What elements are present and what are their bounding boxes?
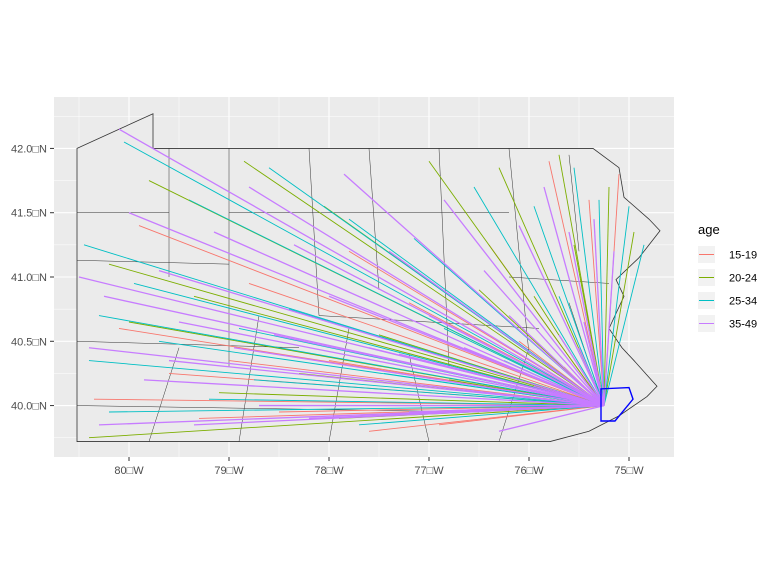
flow-line <box>603 251 615 406</box>
flow-line <box>408 404 605 413</box>
flow-line <box>233 347 605 407</box>
flow-line <box>438 405 605 426</box>
flow-line <box>578 347 605 406</box>
flow-line <box>103 295 605 407</box>
flow-line <box>208 398 605 407</box>
flow-line <box>88 347 605 407</box>
county-boundary <box>408 354 430 442</box>
flow-line <box>138 225 605 406</box>
flow-line <box>428 161 605 406</box>
county-boundary <box>76 405 480 413</box>
destination-county-outline <box>600 386 634 422</box>
flow-line <box>483 270 605 407</box>
flow-line <box>98 315 605 407</box>
flow-line <box>573 167 605 406</box>
y-axis-ticks: 40.0□N 40.5□N 41.0□N 41.5□N 42.0□N <box>11 143 54 413</box>
flow-series-25-34 <box>83 141 645 426</box>
county-boundary <box>308 148 320 316</box>
flow-line <box>398 353 605 407</box>
flow-line <box>428 314 605 407</box>
flow-line <box>143 379 605 407</box>
county-boundary <box>76 341 300 348</box>
y-tick-label: 41.5□N <box>11 208 47 220</box>
flow-line <box>243 160 605 406</box>
flow-line <box>498 404 605 432</box>
flow-line <box>133 282 605 407</box>
county-boundary <box>508 276 610 284</box>
flow-line <box>123 141 605 406</box>
flow-line <box>108 405 605 413</box>
x-tick-label: 79□W <box>214 465 244 477</box>
x-tick-label: 78□W <box>314 465 344 477</box>
flow-line <box>588 199 605 406</box>
destination-county <box>600 386 634 422</box>
flow-line <box>213 231 605 407</box>
county-boundary <box>508 148 530 355</box>
flow-line <box>168 359 605 407</box>
x-tick-label: 77□W <box>414 465 444 477</box>
flow-line <box>358 405 605 426</box>
flow-line <box>518 225 605 406</box>
legend-label: 35-49 <box>729 319 757 331</box>
flow-line <box>218 392 605 407</box>
flow-line <box>603 231 635 406</box>
flow-line <box>108 263 605 407</box>
flow-line <box>463 347 605 407</box>
x-axis-ticks: 80□W 79□W 78□W 77□W 76□W 75□W <box>114 457 644 477</box>
flow-line <box>473 186 605 406</box>
county-boundary <box>148 347 180 442</box>
flow-line <box>328 295 605 407</box>
legend: age 15-19 20-24 25-34 35-49 <box>692 220 764 338</box>
flow-line <box>558 334 605 406</box>
legend-label: 15-19 <box>729 250 757 262</box>
y-tick-label: 40.0□N <box>11 401 47 413</box>
y-tick-label: 42.0□N <box>11 143 47 155</box>
flow-line <box>158 269 605 407</box>
flow-line <box>188 199 605 406</box>
flow-line <box>178 321 605 407</box>
flow-line <box>118 128 605 407</box>
flow-line <box>443 199 605 406</box>
flow-line <box>603 186 610 406</box>
flow-line <box>248 283 605 406</box>
flow-line <box>88 405 605 439</box>
flow-line <box>343 173 605 407</box>
flow-line <box>443 328 605 406</box>
flow-line <box>543 186 605 406</box>
flow-line <box>568 231 605 406</box>
county-boundary <box>76 260 230 265</box>
flow-line <box>548 366 605 407</box>
flow-line <box>253 379 605 407</box>
legend-label: 25-34 <box>729 296 757 308</box>
flow-line <box>603 206 630 406</box>
y-tick-label: 41.0□N <box>11 272 47 284</box>
flow-line <box>508 315 605 407</box>
legend-label: 20-24 <box>729 273 757 285</box>
flow-line <box>598 199 605 406</box>
x-tick-label: 75□W <box>614 465 644 477</box>
flow-line <box>593 219 605 406</box>
flow-line <box>603 244 645 406</box>
county-boundary <box>438 148 450 368</box>
y-tick-label: 40.5□N <box>11 336 47 348</box>
x-tick-label: 76□W <box>514 465 544 477</box>
x-tick-label: 80□W <box>114 465 144 477</box>
county-boundary <box>318 315 540 329</box>
flow-line <box>248 186 605 407</box>
flow-line <box>533 206 605 406</box>
legend-title: age <box>698 222 720 237</box>
flow-line <box>88 360 605 407</box>
county-boundary <box>568 154 580 252</box>
